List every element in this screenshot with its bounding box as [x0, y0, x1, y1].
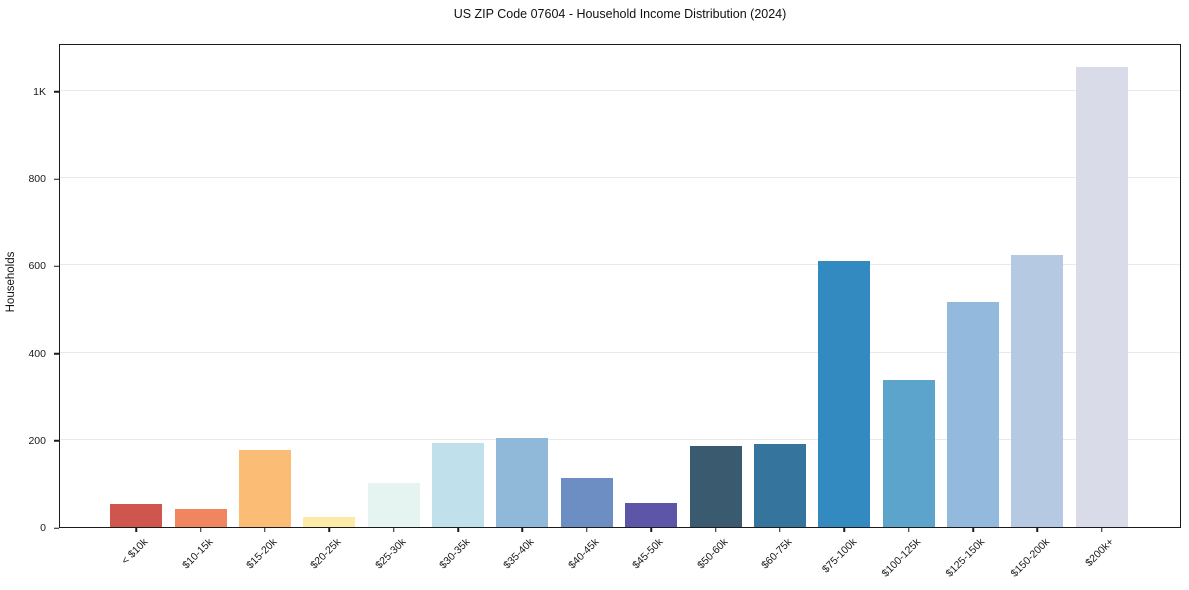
plot-area: < $10k $10-15k $15-20k $20-25k $25-30k $30-35… — [59, 44, 1181, 580]
bar-slot: $200k+ — [1070, 45, 1134, 569]
x-tick-label: $150-200k — [1008, 536, 1052, 580]
bar-$125-150k — [947, 302, 1000, 527]
bar-slot: $25-30k — [362, 45, 426, 571]
bar-slot: $45-50k — [619, 45, 683, 571]
x-tick-mark — [1101, 527, 1103, 532]
bar-slot: $150-200k — [1005, 45, 1069, 580]
x-tick-label: $20-25k — [308, 536, 344, 572]
x-tick-mark — [135, 527, 137, 532]
y-axis: 0 200 400 600 800 1K — [0, 44, 59, 534]
y-tick-mark — [54, 265, 59, 268]
bar-$200k+ — [1075, 66, 1128, 527]
bar-slot: $75-100k — [812, 45, 876, 575]
x-tick-label: < $10k — [119, 536, 151, 567]
chart-title: US ZIP Code 07604 - Household Income Dis… — [453, 7, 787, 21]
bar-$50-60k — [689, 445, 742, 527]
bar-slot: $15-20k — [233, 45, 297, 571]
x-tick-label: $50-60k — [694, 536, 731, 572]
gridline-400 — [60, 351, 1180, 353]
bar-$45-50k — [625, 503, 678, 527]
x-tick-label: $25-30k — [372, 536, 409, 572]
bar-$100-125k — [882, 379, 935, 527]
x-tick-mark — [457, 527, 459, 532]
gridline-800 — [60, 177, 1180, 179]
y-tick-mark — [54, 440, 59, 442]
x-tick-mark — [779, 527, 781, 532]
x-tick-mark — [521, 527, 524, 532]
y-tick-label: 1K — [33, 85, 46, 98]
y-tick-mark — [54, 527, 59, 529]
y-tick-mark — [54, 178, 59, 180]
bar-$75-100k — [818, 261, 871, 527]
x-tick-mark — [392, 527, 395, 532]
bar-slot: $20-25k — [297, 45, 361, 571]
bar-slot: < $10k — [104, 45, 168, 567]
y-tick-mark — [54, 352, 59, 355]
bar-slot: $35-40k — [490, 45, 554, 571]
x-tick-mark — [714, 527, 717, 532]
bar-slot: $50-60k — [683, 45, 747, 571]
y-tick-mark — [54, 91, 59, 93]
x-tick-label: $125-150k — [943, 536, 988, 580]
bar-$15-20k — [238, 450, 291, 527]
bar-slot: $100-125k — [877, 45, 941, 580]
x-tick-mark — [586, 527, 588, 532]
bar-$20-25k — [303, 516, 356, 527]
gridline-600 — [60, 264, 1180, 266]
bar-$150-200k — [1011, 254, 1064, 527]
x-tick-mark — [650, 527, 652, 532]
x-tick-label: $200k+ — [1083, 536, 1117, 570]
y-tick-label: 200 — [28, 434, 46, 447]
x-tick-mark — [843, 527, 846, 532]
bar-$35-40k — [496, 438, 549, 527]
gridline-1K — [60, 89, 1180, 91]
y-tick-label: 400 — [28, 347, 46, 360]
bar-slot: $30-35k — [426, 45, 490, 571]
bar-$10-15k — [174, 508, 227, 527]
x-tick-label: $75-100k — [819, 536, 859, 576]
y-tick-label: 800 — [28, 173, 46, 186]
bars-container: < $10k $10-15k $15-20k $20-25k $25-30k $30-35… — [60, 45, 1180, 580]
bar-slot: $60-75k — [748, 45, 812, 571]
bar-slot: $40-45k — [555, 45, 619, 571]
x-tick-label: $60-75k — [759, 536, 795, 572]
x-tick-mark — [1036, 527, 1039, 532]
x-tick-label: $40-45k — [565, 536, 602, 572]
x-tick-label: $10-15k — [179, 536, 216, 572]
x-tick-label: $35-40k — [501, 536, 537, 572]
x-tick-label: $30-35k — [437, 536, 473, 572]
bar-slot: $125-150k — [941, 45, 1005, 580]
bar-$40-45k — [560, 478, 613, 527]
y-tick-label: 600 — [28, 260, 46, 273]
x-tick-label: $100-125k — [879, 536, 924, 580]
gridline-200 — [60, 438, 1180, 440]
x-tick-mark — [264, 527, 266, 532]
bar-$25-30k — [367, 482, 420, 527]
x-tick-mark — [199, 527, 202, 532]
x-tick-mark — [907, 527, 910, 532]
bar-$30-35k — [432, 443, 485, 527]
x-tick-label: $15-20k — [244, 536, 280, 572]
x-tick-mark — [328, 527, 331, 532]
x-tick-mark — [972, 527, 974, 532]
x-tick-label: $45-50k — [630, 536, 666, 572]
bar-slot: $10-15k — [168, 45, 232, 571]
y-tick-label: 0 — [40, 522, 46, 534]
bar-$60-75k — [753, 444, 806, 527]
bar-< $10k — [110, 504, 163, 527]
